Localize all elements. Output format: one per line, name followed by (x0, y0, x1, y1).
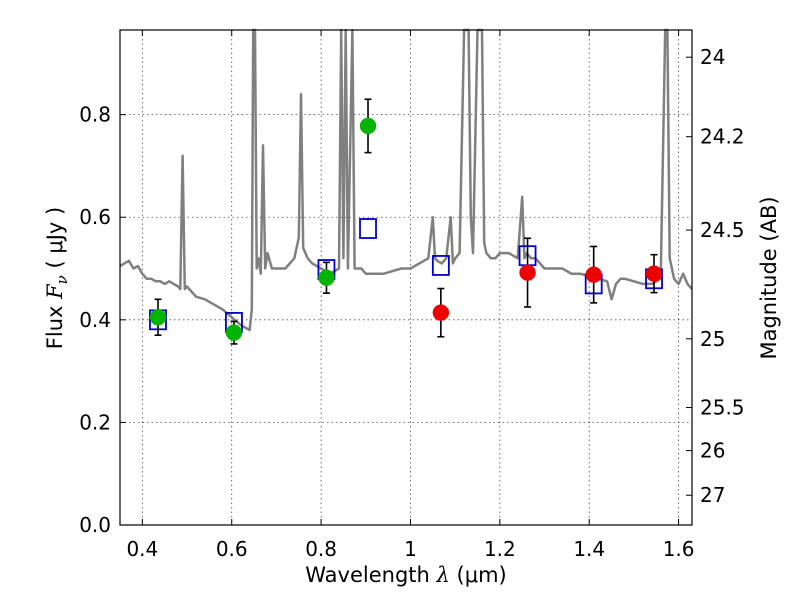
x-tick-label: 1.6 (663, 537, 695, 561)
y2-tick-label: 26 (700, 439, 725, 463)
red-data-point (585, 266, 602, 283)
green-data-point (225, 324, 243, 341)
red-data-point (432, 304, 450, 321)
spectrum-layer (119, 28, 693, 332)
x-tick-label: 0.4 (126, 537, 158, 561)
green-data-point (149, 309, 167, 326)
ticks-layer: 0.4 0.6 0.8 1 1.2 1.4 1.6 0.0 0.2 0.4 0.6 0.8 24 24.2… (79, 30, 745, 561)
y2-tick-label: 24 (700, 45, 725, 69)
plot-frame (119, 29, 693, 526)
x-tick-label: 1 (404, 537, 417, 561)
y2-tick-label: 24.5 (700, 218, 745, 242)
green-data-point (318, 269, 335, 287)
x-tick-label: 1.2 (484, 537, 516, 561)
spectrum-line (119, 28, 693, 332)
y-tick-label: 0.0 (79, 513, 111, 537)
x-tick-label: 1.4 (573, 537, 605, 561)
y2-tick-label: 25 (700, 327, 725, 351)
y-tick-label: 0.8 (79, 103, 111, 127)
y-tick-label: 0.2 (79, 410, 111, 434)
red-data-point (645, 265, 663, 282)
x-axis-label: Wavelength λ (μm) (305, 563, 506, 587)
y-axis-label: Flux Fν ( μJy ) (43, 207, 71, 349)
points-layer (149, 98, 663, 345)
y2-tick-label: 25.5 (700, 396, 745, 420)
x-tick-label: 0.6 (216, 537, 248, 561)
green-data-point (359, 117, 377, 135)
y2-tick-label: 27 (700, 483, 725, 507)
red-data-point (519, 264, 536, 281)
grid (120, 30, 692, 526)
y2-axis-label: Magnitude (AB) (757, 196, 781, 359)
model-square-marker (359, 218, 377, 239)
x-tick-label: 0.8 (305, 537, 337, 561)
y2-tick-label: 24.2 (700, 125, 745, 149)
model-square-marker (431, 255, 450, 276)
y-tick-label: 0.4 (79, 308, 111, 332)
y-tick-label: 0.6 (79, 205, 111, 229)
